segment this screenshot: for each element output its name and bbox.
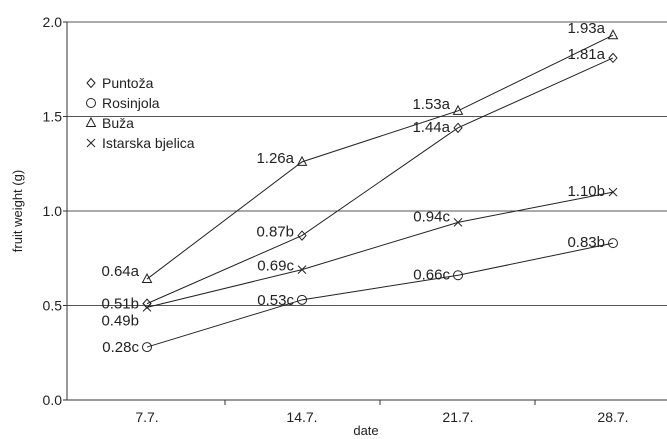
data-point-marker	[297, 294, 307, 305]
data-point-marker	[142, 342, 152, 353]
data-label: 1.26a	[256, 150, 294, 167]
data-label: 0.69c	[257, 258, 294, 275]
data-point-marker	[142, 298, 152, 309]
data-label: 0.28c	[102, 339, 139, 356]
data-point-marker	[453, 270, 463, 281]
data-labels: 0.51b 0.87b 1.44a 1.81a 0.28c 0.53c 0.66c 0.83b…	[101, 20, 605, 356]
y-tick-label: 1.0	[43, 203, 63, 219]
y-axis-title: fruit weight (g)	[10, 170, 25, 252]
series-line	[146, 34, 614, 280]
x-tick-labels: 7.7. 14.7. 21.7. 28.7.	[135, 400, 629, 425]
data-point-marker	[608, 238, 618, 249]
gridlines	[67, 21, 667, 306]
series-lines	[146, 34, 614, 348]
data-point-marker	[296, 155, 308, 166]
legend-label: Istarska bjelica	[102, 135, 195, 151]
y-tick-label: 2.0	[43, 14, 63, 30]
data-label: 1.44a	[412, 119, 450, 136]
data-label: 0.66c	[413, 266, 450, 283]
y-tick-label: 0.5	[43, 298, 63, 314]
legend-marker	[86, 138, 96, 148]
y-tick-label: 0.0	[43, 392, 63, 408]
x-tick-label: 7.7.	[135, 409, 158, 425]
data-label: 0.83b	[567, 234, 605, 251]
data-label: 1.93a	[567, 20, 605, 37]
data-point-marker	[607, 29, 619, 40]
legend-marker	[85, 116, 97, 127]
data-label: 0.94c	[413, 208, 450, 225]
data-label: 0.64a	[101, 263, 139, 280]
data-point-marker	[297, 230, 307, 241]
x-axis-title: date	[353, 423, 378, 438]
data-label: 0.87b	[256, 224, 294, 241]
data-point-marker	[608, 187, 618, 197]
data-point-marker	[453, 122, 463, 134]
data-label: 0.49b	[101, 312, 139, 329]
legend-label: Puntoža	[102, 75, 154, 91]
data-label: 1.10b	[567, 183, 605, 200]
data-label: 1.53a	[412, 96, 450, 113]
x-tick-label: 14.7.	[286, 409, 317, 425]
series-line	[146, 57, 614, 305]
data-point-marker	[142, 303, 152, 312]
y-tick-labels: 0.0 0.5 1.0 1.5 2.0	[43, 14, 67, 408]
data-point-marker	[141, 272, 153, 284]
data-label: 0.51b	[101, 296, 139, 313]
series-line	[146, 191, 614, 308]
series-markers	[141, 29, 619, 353]
series-line	[146, 242, 614, 348]
legend-marker	[86, 77, 96, 89]
data-point-marker	[297, 265, 307, 274]
legend-marker	[86, 98, 96, 108]
y-tick-label: 1.5	[43, 109, 63, 125]
data-point-marker	[608, 52, 618, 64]
data-label: 1.81a	[567, 46, 605, 63]
data-label: 0.53c	[257, 292, 294, 309]
data-point-marker	[452, 104, 464, 115]
legend-label: Buža	[102, 115, 134, 131]
x-tick-label: 28.7.	[597, 409, 628, 425]
data-point-marker	[453, 217, 463, 227]
x-tick-label: 21.7.	[442, 409, 473, 425]
legend-label: Rosinjola	[102, 95, 160, 111]
legend: Puntoža Rosinjola Buža Istarska bjelica	[85, 75, 195, 151]
